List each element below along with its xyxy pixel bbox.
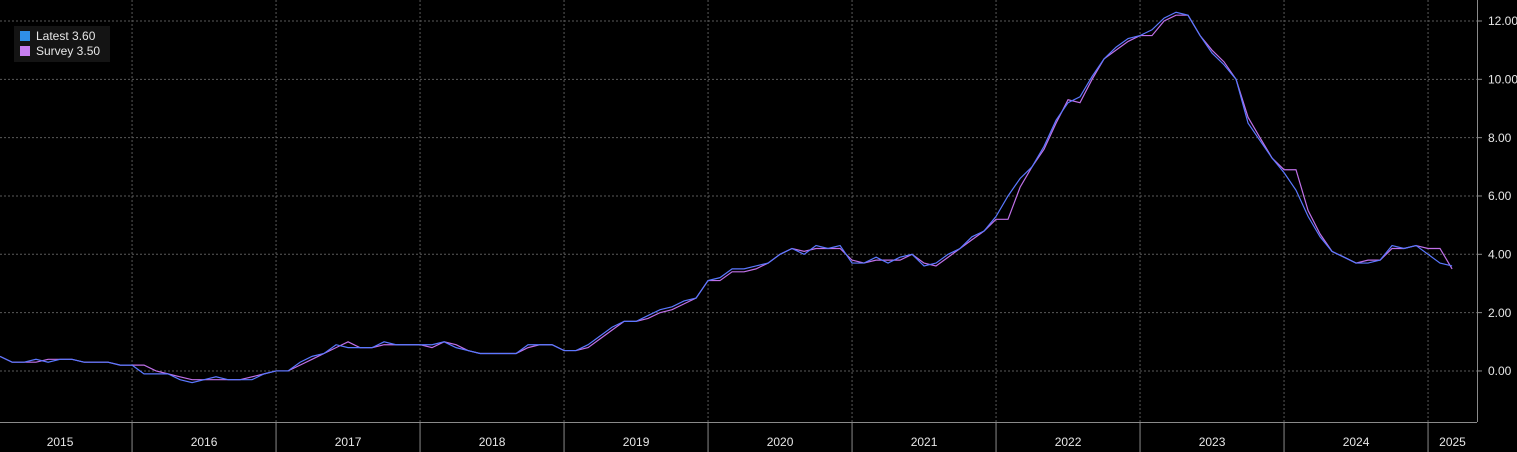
x-tick-label: 2023 — [1199, 435, 1226, 449]
y-tick-label: 0.00 — [1488, 364, 1512, 378]
legend-label: Latest 3.60 — [36, 29, 96, 43]
legend-swatch — [20, 31, 30, 41]
y-tick-label: 12.00 — [1488, 14, 1517, 28]
y-tick-label: 6.00 — [1488, 189, 1512, 203]
y-tick-label: 10.00 — [1488, 72, 1517, 86]
y-tick-label: 4.00 — [1488, 247, 1512, 261]
series-line — [0, 11, 1453, 384]
x-tick-label: 2015 — [47, 435, 74, 449]
x-tick-label: 2020 — [767, 435, 794, 449]
legend-label: Survey 3.50 — [36, 44, 100, 58]
y-tick-label: 2.00 — [1488, 306, 1512, 320]
x-tick-label: 2017 — [335, 435, 362, 449]
plot-area — [0, 11, 1453, 384]
x-tick-label: 2025 — [1439, 435, 1466, 449]
x-tick-label: 2018 — [479, 435, 506, 449]
y-tick-label: 8.00 — [1488, 131, 1512, 145]
x-tick-label: 2022 — [1055, 435, 1082, 449]
x-tick-label: 2024 — [1343, 435, 1370, 449]
x-tick-label: 2019 — [623, 435, 650, 449]
legend-swatch — [20, 46, 30, 56]
x-tick-label: 2016 — [191, 435, 218, 449]
x-tick-label: 2021 — [911, 435, 938, 449]
